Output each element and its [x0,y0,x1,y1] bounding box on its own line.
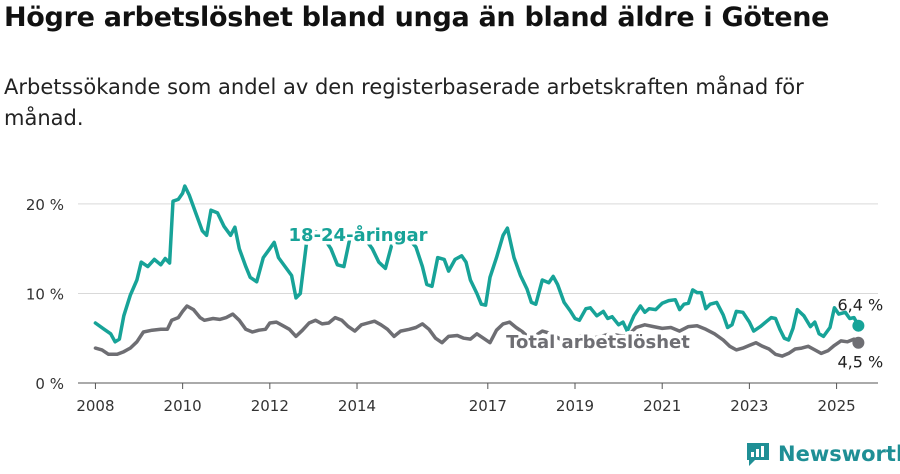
series-line-total [93,304,861,358]
end-label-youth: 6,4 % [838,296,884,315]
series-label-youth: 18-24-åringar [289,224,428,246]
series-label-total: Total arbetslöshet [506,332,690,353]
chart-subtitle: Arbetssökande som andel av den registerb… [4,75,804,130]
y-tick-label: 20 % [26,196,64,214]
y-tick-label: 10 % [26,285,64,303]
series-line-youth [93,184,861,344]
x-axis: 2008 2010 2012 2014 2017 2019 2021 2023 2025 [76,382,878,415]
y-axis-ticks: 0 % 10 % 20 % [26,196,64,393]
x-tick-label: 2025 [817,397,855,415]
newsworthy-logo-icon [747,443,769,466]
chart-title: Högre arbetslöshet bland unga än bland ä… [4,2,830,33]
y-tick-label: 0 % [35,375,64,393]
series-lines [93,184,865,358]
x-tick-label: 2014 [338,397,376,415]
end-point-total [852,336,865,349]
x-tick-label: 2021 [643,397,681,415]
series-labels: 6,4 % 4,5 % 18-24-åringar Total arbetslöshe… [285,221,884,372]
x-tick-label: 2023 [730,397,768,415]
end-label-total: 4,5 % [838,353,884,372]
x-tick-label: 2017 [469,397,507,415]
newsworthy-logo: Newsworthy [744,440,900,468]
x-tick-label: 2019 [556,397,594,415]
x-tick-label: 2012 [251,397,289,415]
x-tick-label: 2008 [76,397,114,415]
x-tick-label: 2010 [164,397,202,415]
end-point-youth [852,319,865,332]
brand-name: Newsworthy [778,442,900,466]
